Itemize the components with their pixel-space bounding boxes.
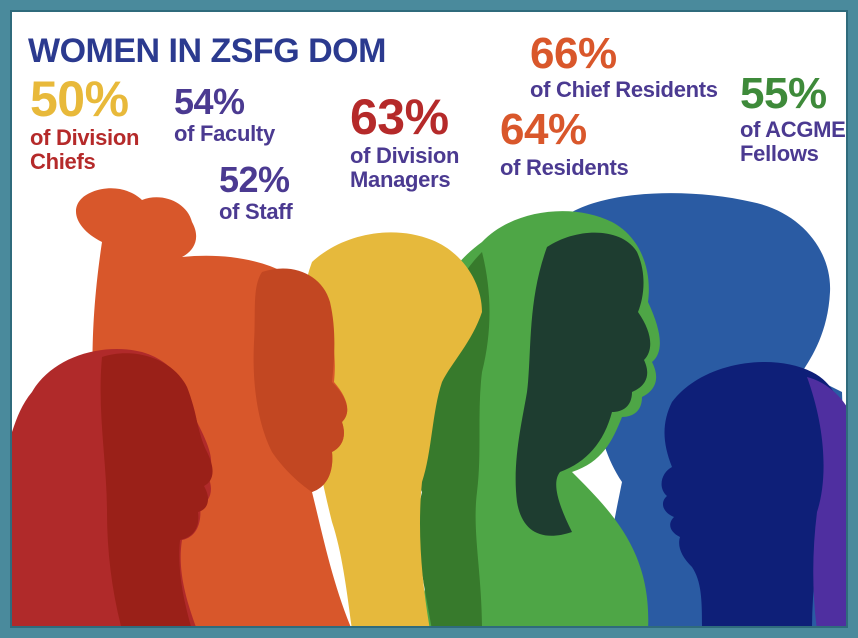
red-overlap-silhouette [100,353,213,626]
yellow-head-silhouette [302,232,482,626]
stat-value: 54% [174,81,245,122]
navy-head-silhouette [661,362,843,626]
stat-label: of Chief Residents [530,77,718,102]
stat-acgme-fellows: 55% of ACGME Fellows [740,72,846,166]
stat-value: 66% [530,29,617,78]
stat-faculty: 54% of Faculty [174,84,275,146]
stat-value: 64% [500,105,587,154]
stat-staff: 52% of Staff [219,159,293,224]
stat-label: of Division Chiefs [30,125,140,175]
stat-value: 63% [350,89,449,145]
dark-face-silhouette [515,232,651,536]
stat-label: of ACGME Fellows [740,117,846,167]
stat-value: 52% [219,159,290,200]
stat-residents: 64% of Residents [500,105,629,180]
stat-label: of Division Managers [350,143,460,193]
stat-division-chiefs: 50% of Division Chiefs [30,74,139,174]
infographic-title: WOMEN IN ZSFG DOM [28,32,386,70]
stat-chief-residents: 66% of Chief Residents [530,32,718,102]
purple-head-silhouette [807,377,846,626]
orange-face-silhouette [253,268,348,492]
stat-value: 55% [740,69,827,118]
stat-label: of Residents [500,155,629,180]
stat-division-managers: 63% of Division Managers [350,92,459,192]
stat-value: 50% [30,71,129,127]
silhouettes-illustration [12,188,846,626]
stat-label: of Staff [219,199,293,224]
stat-label: of Faculty [174,121,275,146]
infographic-canvas: WOMEN IN ZSFG DOM 50% of Division Chiefs… [10,10,848,628]
